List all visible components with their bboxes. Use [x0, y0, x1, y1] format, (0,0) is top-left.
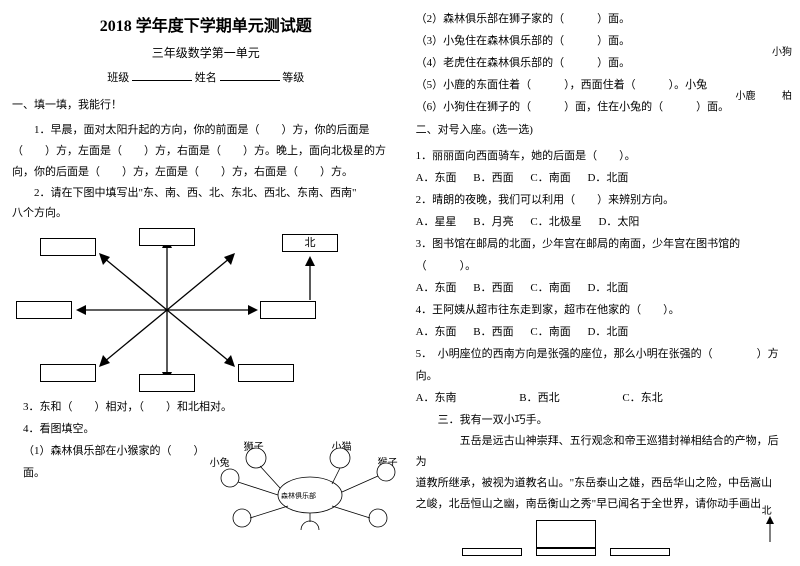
dir-box-nw: [40, 238, 96, 256]
c-q2-b: B．月亮: [473, 211, 513, 233]
s3-p1: 五岳是远古山神崇拜、五行观念和帝王巡猎封禅相结合的产物，后为: [416, 431, 788, 473]
c-q1-b: B．西面: [473, 167, 513, 189]
club-text: 森林俱乐部: [281, 491, 316, 500]
animal-side-labels: 小狗 小鹿 柏: [736, 40, 793, 110]
exam-title: 2018 学年度下学期单元测试题: [12, 12, 400, 36]
dir-box-n: [139, 228, 195, 246]
q2-line-b: 八个方向。: [12, 203, 400, 224]
c-q5-a: A．东南: [416, 387, 457, 409]
dir-box-sw: [40, 364, 96, 382]
north-arrow-icon: [302, 256, 318, 300]
c-q3-c: C．南面: [530, 277, 570, 299]
c-q3-b: B．西面: [473, 277, 513, 299]
c-q1-opts: A．东面 B．西面 C．南面 D．北面: [416, 167, 788, 189]
c-q3-a: A．东面: [416, 277, 457, 299]
bbox-1: [536, 520, 596, 548]
section-three-heading: 三．我有一双小巧手。: [438, 409, 788, 431]
c-q4-opts: A．东面 B．西面 C．南面 D．北面: [416, 321, 788, 343]
c-q4-c: C．南面: [530, 321, 570, 343]
q4-5: （5）小鹿的东面住着（ ），西面住着（ ）。小兔: [416, 74, 788, 96]
bbox-3: [536, 548, 596, 556]
q1-line-c: 向，你的后面是（ ）方，左面是（ ）方，右面是（ ）方。: [12, 162, 400, 183]
bbox-2: [462, 548, 522, 556]
bottom-north-label: 北: [762, 502, 772, 517]
name-blank: [220, 80, 280, 81]
c-q2-d: D．太阳: [598, 211, 639, 233]
forest-club-diagram: 狮子 小猫 小兔 猴子: [220, 440, 400, 530]
q4-1: （1）森林俱乐部在小猴家的（ ）面。: [23, 440, 210, 484]
c-q4-b: B．西面: [473, 321, 513, 343]
q2-line-a: 2．请在下图中填写出"东、南、西、北、东北、西北、东南、西南": [12, 183, 400, 204]
side-deer: 小鹿: [736, 91, 756, 102]
q4-4: （4）老虎住在森林俱乐部的（ ）面。: [416, 52, 788, 74]
c-q1-c: C．南面: [530, 167, 570, 189]
q4-6: （6）小狗住在狮子的（ ）面，住在小兔的（ ）面。: [416, 96, 788, 118]
bottom-north-arrow-icon: [763, 516, 777, 542]
c-q5-opts: A．东南 B．西北 C．东北: [416, 387, 788, 409]
class-blank: [132, 80, 192, 81]
bbox-4: [610, 548, 670, 556]
side-other: 柏: [782, 91, 792, 102]
dir-box-w: [16, 301, 72, 319]
compass-diagram: 北: [22, 230, 352, 390]
name-label: 姓名: [195, 72, 217, 84]
c-q1-a: A．东面: [416, 167, 457, 189]
side-dog: 小狗: [736, 40, 793, 66]
exam-subtitle: 三年级数学第一单元: [12, 44, 400, 61]
q4: 4．看图填空。: [23, 418, 400, 440]
c-q3: 3．图书馆在邮局的北面，少年宫在邮局的南面，少年宫在图书馆的（ ）。: [416, 233, 788, 277]
c-q2-a: A．星星: [416, 211, 457, 233]
forest-svg: 森林俱乐部: [220, 440, 400, 530]
grade-label: 等级: [282, 72, 304, 84]
q3: 3．东和（ ）相对，（ ）和北相对。: [23, 396, 400, 418]
section-two-heading: 二、对号入座。(选一选): [416, 120, 788, 141]
five-mountains-boxes: 北: [416, 514, 776, 554]
s3-p2: 道教所继承，被视为道教名山。"东岳泰山之雄，西岳华山之险，中岳嵩山: [416, 473, 788, 494]
right-column: （2）森林俱乐部在狮子家的（ ）面。 （3）小兔住在森林俱乐部的（ ）面。 （4…: [408, 8, 796, 558]
c-q1-d: D．北面: [587, 167, 628, 189]
c-q4: 4．王阿姨从超市往东走到家，超市在他家的（ ）。: [416, 299, 788, 321]
section-one-heading: 一、填一填，我能行！: [12, 95, 400, 116]
c-q5-b: B．西北: [519, 387, 559, 409]
north-box: 北: [282, 234, 338, 252]
c-q1: 1．丽丽面向西面骑车，她的后面是（ ）。: [416, 145, 788, 167]
c-q5: 5． 小明座位的西南方向是张强的座位，那么小明在张强的（ ）方向。: [416, 343, 788, 387]
c-q3-d: D．北面: [587, 277, 628, 299]
c-q2-opts: A．星星 B．月亮 C．北极星 D．太阳: [416, 211, 788, 233]
c-q2-c: C．北极星: [530, 211, 581, 233]
dir-box-se: [238, 364, 294, 382]
dir-box-s: [139, 374, 195, 392]
class-label: 班级: [107, 72, 129, 84]
c-q5-c: C．东北: [622, 387, 662, 409]
q1-line-b: （ ）方，左面是（ ）方，右面是（ ）方。晚上，面向北极星的方: [12, 141, 400, 162]
q4-3: （3）小兔住在森林俱乐部的（ ）面。: [416, 30, 788, 52]
s3-p3: 之峻，北岳恒山之幽，南岳衡山之秀"早已闻名于全世界，请你动手画出: [416, 494, 788, 515]
c-q4-a: A．东面: [416, 321, 457, 343]
dir-box-e: [260, 301, 316, 319]
c-q2: 2．晴朗的夜晚，我们可以利用（ ）来辨别方向。: [416, 189, 788, 211]
c-q3-opts: A．东面 B．西面 C．南面 D．北面: [416, 277, 788, 299]
section-one: 一、填一填，我能行！ 1．早晨，面对太阳升起的方向，你的前面是（ ）方，你的后面…: [12, 95, 400, 530]
student-info-line: 班级 姓名 等级: [12, 69, 400, 85]
left-column: 2018 学年度下学期单元测试题 三年级数学第一单元 班级 姓名 等级 一、填一…: [4, 8, 408, 558]
c-q4-d: D．北面: [587, 321, 628, 343]
north-indicator: 北: [282, 234, 338, 252]
q4-2: （2）森林俱乐部在狮子家的（ ）面。: [416, 8, 788, 30]
q1-line-a: 1．早晨，面对太阳升起的方向，你的前面是（ ）方，你的后面是: [12, 120, 400, 141]
